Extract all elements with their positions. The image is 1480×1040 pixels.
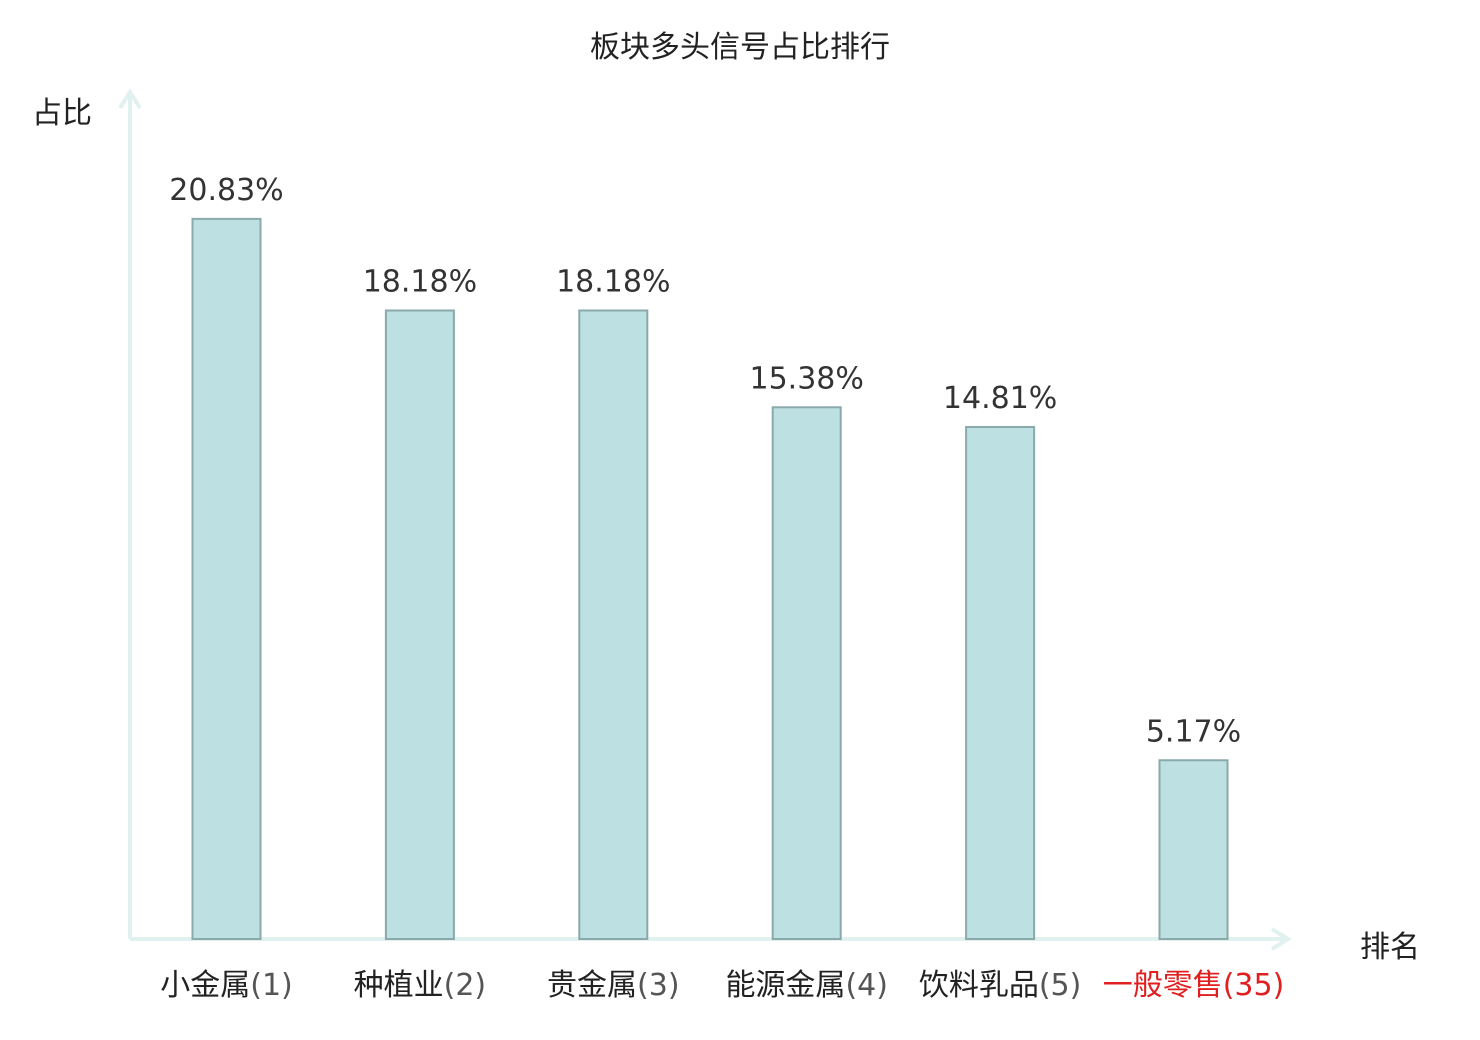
- bar: [191, 217, 262, 940]
- category-label: 能源金属(4): [725, 968, 888, 1003]
- value-label: 15.38%: [750, 361, 864, 396]
- category-labels-group: 小金属(1) 种植业(2) 贵金属(3) 能源金属(4) 饮料乳品(5) 一般零售(35): [160, 968, 1284, 1003]
- bar: [384, 309, 455, 940]
- value-label: 14.81%: [943, 381, 1057, 416]
- axes: [118, 88, 1292, 951]
- y-axis-arrowhead: [118, 88, 142, 110]
- bar: [1158, 759, 1229, 940]
- bar: [771, 406, 842, 940]
- category-label: 饮料乳品(5): [919, 968, 1082, 1003]
- value-label: 5.17%: [1146, 714, 1241, 749]
- y-axis-label: 占比: [32, 96, 92, 131]
- x-axis-label: 排名: [1360, 930, 1420, 965]
- bar: [965, 425, 1036, 940]
- value-label: 20.83%: [169, 173, 283, 208]
- bar: [578, 309, 649, 940]
- category-label: 贵金属(3): [547, 968, 680, 1003]
- category-label: 小金属(1): [160, 968, 293, 1003]
- bars-group: [191, 217, 1229, 940]
- value-label: 18.18%: [363, 264, 477, 299]
- category-label: 一般零售(35): [1103, 968, 1285, 1003]
- value-labels-group: 20.83% 18.18% 18.18% 15.38% 14.81% 5.17%: [169, 173, 1241, 749]
- category-label: 种植业(2): [354, 968, 487, 1003]
- value-label: 18.18%: [556, 264, 670, 299]
- chart-title: 板块多头信号占比排行: [590, 30, 890, 65]
- x-axis-arrowhead: [1270, 927, 1292, 951]
